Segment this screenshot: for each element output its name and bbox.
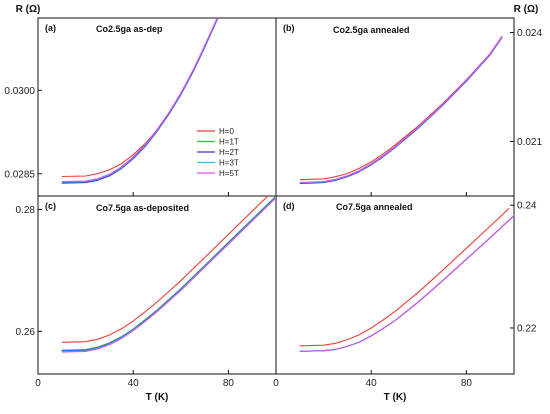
y-tick-label: 0.24 — [517, 201, 537, 212]
series-line-b-h3t — [299, 36, 503, 184]
series-line-c-h3t — [61, 196, 276, 352]
y-tick-label: 0.22 — [517, 323, 537, 334]
series-line-a-h3t — [61, 18, 219, 183]
y-tick-label: 0.024 — [517, 28, 542, 39]
legend-entry: H=2T — [219, 148, 239, 157]
x-axis-title-left: T (K) — [146, 392, 169, 403]
legend-entry: H=1T — [219, 138, 239, 147]
series-line-d-h1t — [299, 215, 514, 352]
series-line-a-h2t — [61, 18, 219, 184]
panel-label-a: (a) — [45, 23, 56, 33]
legend-entry: H=0 — [219, 127, 234, 136]
series-line-b-h1t — [299, 36, 503, 184]
panel-title-c: Co7.5ga as-deposited — [96, 203, 189, 213]
series-line-a-h0 — [61, 18, 219, 178]
series-line-b-h0 — [299, 35, 503, 181]
series-line-b-h2t — [299, 36, 503, 185]
legend-entry: H=5T — [219, 169, 239, 178]
x-tick-label: 40 — [128, 378, 140, 389]
panel-label-b: (b) — [283, 23, 295, 33]
y-tick-label: 0.28 — [16, 205, 36, 216]
series-line-a-h5t — [61, 18, 218, 183]
panel-frame-b — [275, 17, 515, 197]
x-tick-label: 0 — [35, 378, 41, 389]
series-line-d-h2t — [299, 215, 514, 352]
series-line-a-h1t — [61, 18, 219, 184]
panel-title-d: Co7.5ga annealed — [336, 202, 413, 212]
panel-title-b: Co2.5ga annealed — [333, 25, 410, 35]
panel-title-a: Co2.5ga as-dep — [96, 24, 163, 34]
x-tick-label: 40 — [366, 378, 378, 389]
series-line-b-h5t — [299, 35, 503, 184]
series-line-c-h0 — [61, 196, 269, 343]
series-line-c-h5t — [61, 197, 276, 353]
x-tick-label: 80 — [223, 378, 235, 389]
y-tick-label: 0.0300 — [4, 86, 35, 97]
series-line-d-h5t — [299, 215, 514, 352]
y-axis-title-right: R (Ω) — [514, 4, 539, 15]
panel-label-c: (c) — [45, 201, 56, 211]
y-axis-title-left: R (Ω) — [16, 4, 41, 15]
panel-frame-a — [37, 17, 277, 197]
series-line-d-h3t — [299, 215, 514, 352]
panel-frame-d — [275, 195, 515, 375]
panel-label-d: (d) — [283, 201, 295, 211]
x-tick-label: 0 — [273, 378, 279, 389]
series-line-d-h0 — [299, 207, 510, 347]
y-tick-label: 0.021 — [517, 137, 542, 148]
y-tick-label: 0.26 — [16, 327, 36, 338]
y-tick-label: 0.0285 — [4, 169, 35, 180]
legend-entry: H=3T — [219, 159, 239, 168]
x-tick-label: 80 — [461, 378, 473, 389]
x-axis-title-right: T (K) — [384, 392, 407, 403]
